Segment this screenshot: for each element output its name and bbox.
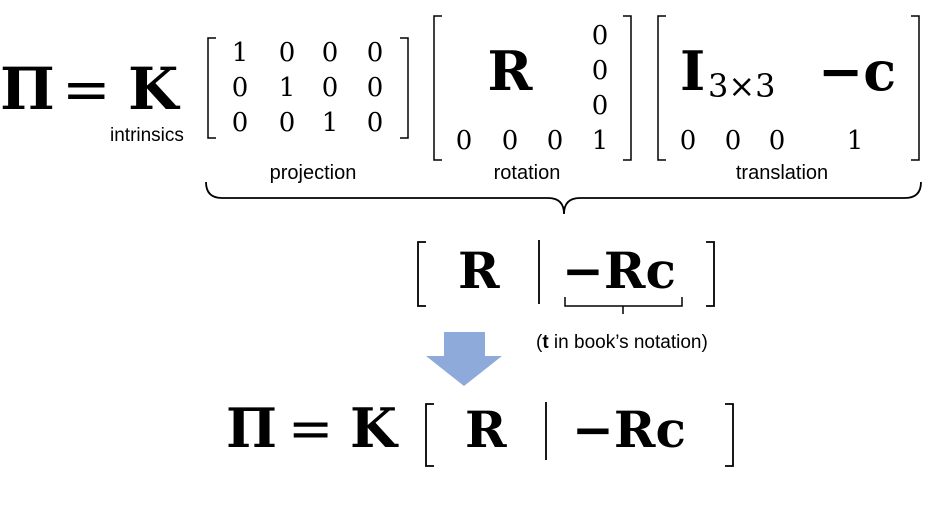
rotation-r-symbol: R xyxy=(488,39,534,103)
translation-right-bracket xyxy=(911,15,920,161)
translation-label: translation xyxy=(736,162,828,184)
bottom-left-bracket xyxy=(425,403,434,467)
k-symbol: K xyxy=(128,55,181,123)
rotation-label: rotation xyxy=(494,162,561,184)
rot-bottom-cell: 1 xyxy=(592,126,609,156)
rotation-matrix: R 0 0 0 0 0 0 1 rotation xyxy=(433,15,632,184)
proj-cell: 0 xyxy=(279,108,296,138)
proj-cell: 1 xyxy=(279,73,296,103)
trans-bottom-cell: 0 xyxy=(769,126,786,156)
translation-matrix: I 3×3 −c 0 0 0 1 translation xyxy=(657,15,920,184)
identity-i-symbol: I xyxy=(680,39,705,103)
top-equation: Π = K intrinsics 1 0 0 0 0 1 0 0 0 0 1 0… xyxy=(0,15,920,184)
rot-col-cell: 0 xyxy=(592,56,609,86)
intrinsics-label: intrinsics xyxy=(110,125,184,146)
bottom-r-symbol: R xyxy=(465,400,507,459)
middle-left-bracket xyxy=(417,241,426,307)
big-underbrace xyxy=(205,181,922,215)
projection-right-bracket xyxy=(400,37,409,139)
trans-bottom-cell: 0 xyxy=(725,126,742,156)
rot-bottom-cell: 0 xyxy=(502,126,519,156)
projection-matrix: 1 0 0 0 0 1 0 0 0 0 1 0 projection xyxy=(207,37,409,184)
down-arrow-icon xyxy=(426,332,502,386)
translation-left-bracket xyxy=(657,15,666,161)
proj-cell: 0 xyxy=(279,38,296,68)
book-notation-note: (t in book’s notation) xyxy=(536,332,708,353)
pi-symbol: Π xyxy=(0,55,55,123)
rot-bottom-cell: 0 xyxy=(456,126,473,156)
bottom-equation: Π = K R −Rc xyxy=(226,396,734,467)
rot-bottom-cell: 0 xyxy=(547,126,564,156)
trans-bottom-cell: 0 xyxy=(680,126,697,156)
bottom-right-bracket xyxy=(725,403,734,467)
middle-matrix: R −Rc (t in book’s notation) xyxy=(417,240,715,353)
trans-bottom-cell: 1 xyxy=(847,126,864,156)
neg-c-symbol: −c xyxy=(818,39,896,103)
proj-cell: 0 xyxy=(367,108,384,138)
proj-cell: 0 xyxy=(367,73,384,103)
proj-cell: 0 xyxy=(322,73,339,103)
equals-sign: = xyxy=(62,55,111,123)
proj-cell: 1 xyxy=(322,108,339,138)
rot-col-cell: 0 xyxy=(592,21,609,51)
proj-cell: 0 xyxy=(232,73,249,103)
proj-cell: 1 xyxy=(232,38,249,68)
bottom-equals-sign: = xyxy=(288,397,333,460)
small-underbrace xyxy=(564,297,683,314)
middle-right-bracket xyxy=(706,241,715,307)
projection-label: projection xyxy=(270,162,357,184)
proj-cell: 0 xyxy=(367,38,384,68)
proj-cell: 0 xyxy=(232,108,249,138)
bottom-neg-rc: −Rc xyxy=(572,400,686,459)
bottom-pi-symbol: Π xyxy=(226,396,277,460)
middle-r-symbol: R xyxy=(458,241,500,300)
middle-neg-rc: −Rc xyxy=(562,241,676,300)
rot-col-cell: 0 xyxy=(592,91,609,121)
bottom-k-symbol: K xyxy=(350,396,399,460)
projection-left-bracket xyxy=(207,37,216,139)
proj-cell: 0 xyxy=(322,38,339,68)
rotation-right-bracket xyxy=(623,15,632,161)
identity-subscript: 3×3 xyxy=(708,67,776,105)
rotation-left-bracket xyxy=(433,15,442,161)
